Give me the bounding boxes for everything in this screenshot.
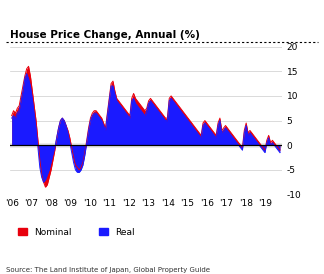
Text: Source: The Land Institute of Japan, Global Property Guide: Source: The Land Institute of Japan, Glo… (6, 267, 211, 273)
Bar (10, 143, 282, 148)
Text: House Price Change, Annual (%): House Price Change, Annual (%) (10, 30, 200, 40)
Legend: Nominal, Real: Nominal, Real (14, 224, 138, 240)
